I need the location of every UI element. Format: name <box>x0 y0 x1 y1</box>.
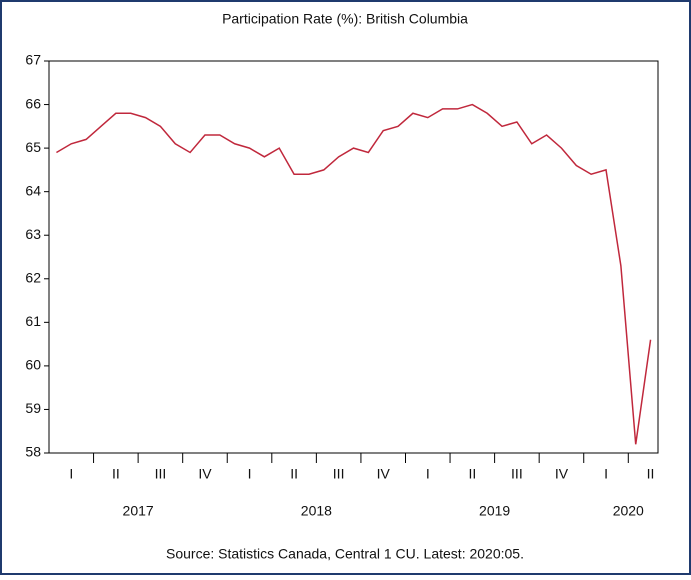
y-tick-label: 66 <box>25 95 41 111</box>
chart-title: Participation Rate (%): British Columbia <box>222 11 468 27</box>
x-tick-label: III <box>155 466 167 482</box>
year-label: 2017 <box>123 503 154 519</box>
y-tick-label: 63 <box>25 226 41 242</box>
y-tick-label: 58 <box>25 444 41 460</box>
y-tick-label: 64 <box>25 182 41 198</box>
x-tick-label: IV <box>377 466 391 482</box>
x-tick-label: IV <box>198 466 212 482</box>
y-tick-label: 62 <box>25 269 41 285</box>
x-tick-label: II <box>290 466 298 482</box>
y-tick-label: 59 <box>25 400 41 416</box>
x-tick-label: I <box>248 466 252 482</box>
y-tick-label: 60 <box>25 357 41 373</box>
x-tick-label: II <box>468 466 476 482</box>
x-tick-label: II <box>647 466 655 482</box>
x-tick-label: I <box>69 466 73 482</box>
x-tick-label: III <box>511 466 523 482</box>
line-series <box>56 103 652 445</box>
year-label: 2020 <box>613 503 644 519</box>
source-note: Source: Statistics Canada, Central 1 CU.… <box>166 546 524 562</box>
year-label: 2018 <box>301 503 332 519</box>
x-tick-label: I <box>426 466 430 482</box>
y-tick-label: 65 <box>25 139 41 155</box>
x-tick-label: II <box>112 466 120 482</box>
year-label: 2019 <box>479 503 510 519</box>
x-tick-label: III <box>333 466 345 482</box>
plot-area <box>48 60 659 454</box>
y-tick-label: 61 <box>25 313 41 329</box>
y-tick-label: 67 <box>25 52 41 68</box>
x-tick-label: I <box>604 466 608 482</box>
x-tick-label: IV <box>555 466 569 482</box>
